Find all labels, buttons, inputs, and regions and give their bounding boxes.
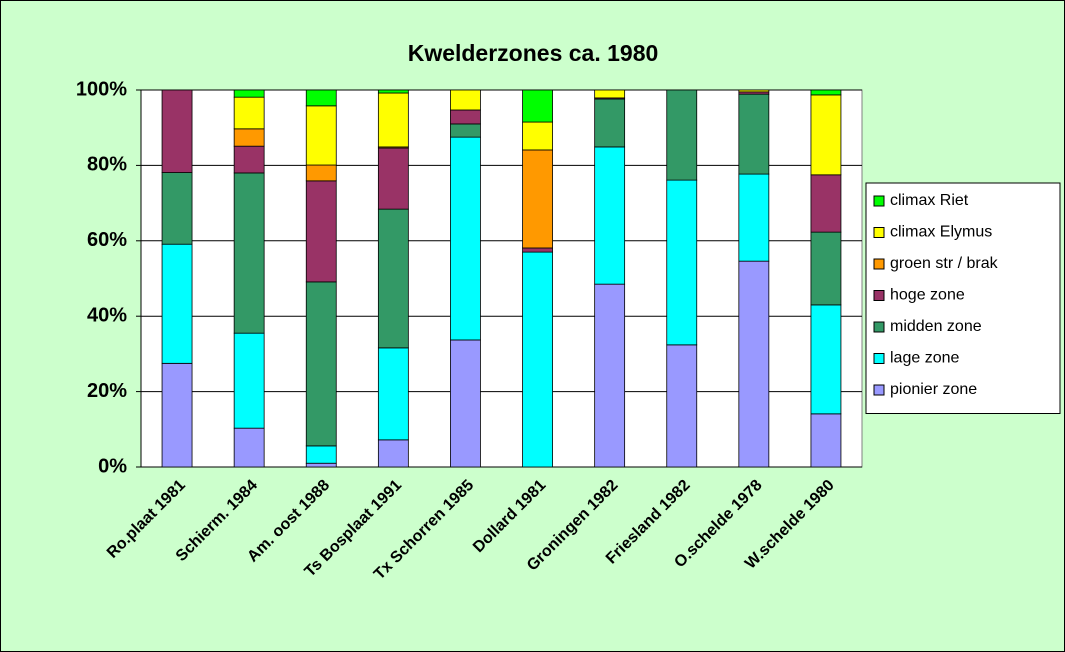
legend-label: midden zone xyxy=(890,318,982,335)
bar-segment xyxy=(161,243,193,364)
bar-segment xyxy=(377,147,409,210)
bar-segment xyxy=(305,89,337,107)
legend-label: climax Riet xyxy=(890,192,969,209)
bar-segment xyxy=(377,208,409,349)
bar-segment xyxy=(233,96,265,130)
bar-segment xyxy=(377,439,409,468)
legend-box xyxy=(865,182,1061,414)
bar-segment xyxy=(233,128,265,147)
bar-segment xyxy=(810,94,842,176)
legend-swatch xyxy=(873,384,885,396)
bar-segment xyxy=(161,172,193,245)
bar-segment xyxy=(377,92,409,148)
y-tick-label: 0% xyxy=(98,455,127,477)
bar-segment xyxy=(233,145,265,174)
chart-title: Kwelderzones ca. 1980 xyxy=(408,40,659,66)
bar-segment xyxy=(305,445,337,464)
bar-segment xyxy=(233,89,265,98)
bar-segment xyxy=(450,136,481,341)
y-tick-label: 20% xyxy=(87,380,127,402)
bar-segment xyxy=(450,123,481,138)
bar-segment xyxy=(233,427,265,468)
bar-segment xyxy=(594,98,626,148)
legend-label: lage zone xyxy=(890,350,959,367)
bar-segment xyxy=(305,180,337,283)
bar-segment xyxy=(810,231,842,306)
bar-segment xyxy=(666,179,698,346)
bar-segment xyxy=(738,89,770,93)
bar-segment xyxy=(305,281,337,447)
legend-label: groen str / brak xyxy=(890,255,999,272)
bar-segment xyxy=(522,251,553,468)
legend-swatch xyxy=(873,290,885,301)
legend-swatch xyxy=(873,258,885,270)
legend-swatch xyxy=(873,195,885,207)
bar-segment xyxy=(810,174,842,233)
y-tick-label: 40% xyxy=(87,304,127,326)
legend-swatch xyxy=(873,321,885,333)
bar-segment xyxy=(810,413,842,468)
bar-segment xyxy=(522,247,553,253)
bar-segment xyxy=(594,146,626,285)
bar-segment xyxy=(377,347,409,441)
bar-segment xyxy=(233,332,265,429)
y-tick-label: 100% xyxy=(76,78,127,100)
y-tick-label: 60% xyxy=(87,229,127,251)
bar-segment xyxy=(810,304,842,415)
y-tick-label: 80% xyxy=(87,154,127,176)
bar-segment xyxy=(666,344,698,468)
legend-swatch xyxy=(873,227,885,238)
legend-swatch xyxy=(873,353,885,364)
bar-segment xyxy=(305,105,337,166)
bar-segment xyxy=(233,172,265,334)
bar-segment xyxy=(738,260,770,468)
legend-label: hoge zone xyxy=(890,287,965,304)
bar-segment xyxy=(161,362,193,468)
bar-segment xyxy=(450,89,481,111)
bar-segment xyxy=(738,93,770,175)
bar-segment xyxy=(522,89,553,123)
bar-segment xyxy=(522,149,553,249)
bar-segment xyxy=(377,89,409,94)
bar-segment xyxy=(594,89,626,99)
legend-label: pionier zone xyxy=(890,381,977,398)
bar-segment xyxy=(594,283,626,468)
bar-segment xyxy=(305,462,337,468)
bar-segment xyxy=(738,173,770,262)
bar-segment xyxy=(522,121,553,151)
bar-segment xyxy=(450,109,481,125)
bar-segment xyxy=(810,89,842,96)
bar-segment xyxy=(450,339,481,468)
bar-segment xyxy=(666,89,698,181)
bar-segment xyxy=(305,164,337,182)
bar-segment xyxy=(161,89,193,173)
legend-label: climax Elymus xyxy=(890,224,992,241)
